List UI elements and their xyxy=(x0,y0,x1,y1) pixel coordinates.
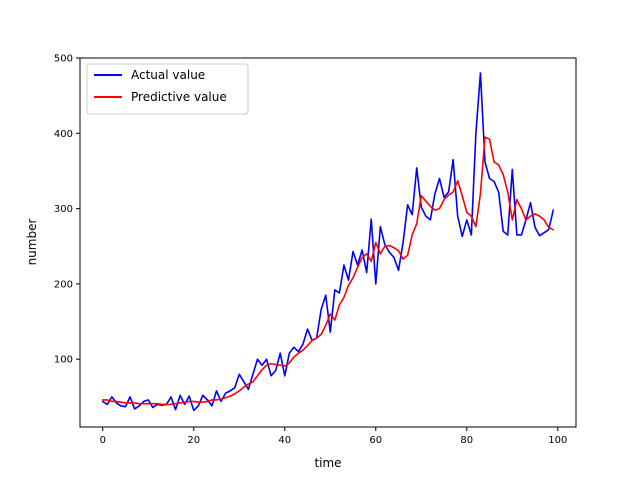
x-tick-label: 80 xyxy=(460,435,473,446)
y-axis-label: number xyxy=(25,219,39,266)
legend-box xyxy=(86,63,249,115)
x-axis: 0 20 40 60 80 100 xyxy=(100,427,567,446)
series-line-predictive xyxy=(101,136,555,406)
y-tick-label: 400 xyxy=(54,129,73,140)
x-tick-label: 40 xyxy=(278,435,291,446)
y-tick-label: 300 xyxy=(54,204,73,215)
y-axis: 100 200 300 400 500 xyxy=(54,54,80,366)
x-axis-label: time xyxy=(314,456,341,470)
x-tick-label: 20 xyxy=(187,435,200,446)
plot-area xyxy=(101,72,555,412)
x-tick-label: 60 xyxy=(369,435,382,446)
y-tick-label: 500 xyxy=(54,54,73,65)
x-tick-label: 100 xyxy=(548,435,567,446)
axes-frame xyxy=(79,57,577,428)
legend-label-actual: Actual value xyxy=(131,68,205,82)
x-tick-label: 0 xyxy=(100,435,106,446)
legend-label-predictive: Predictive value xyxy=(131,90,227,104)
y-tick-label: 100 xyxy=(54,355,73,366)
legend: Actual value Predictive value xyxy=(86,63,249,115)
y-tick-label: 200 xyxy=(54,279,73,290)
